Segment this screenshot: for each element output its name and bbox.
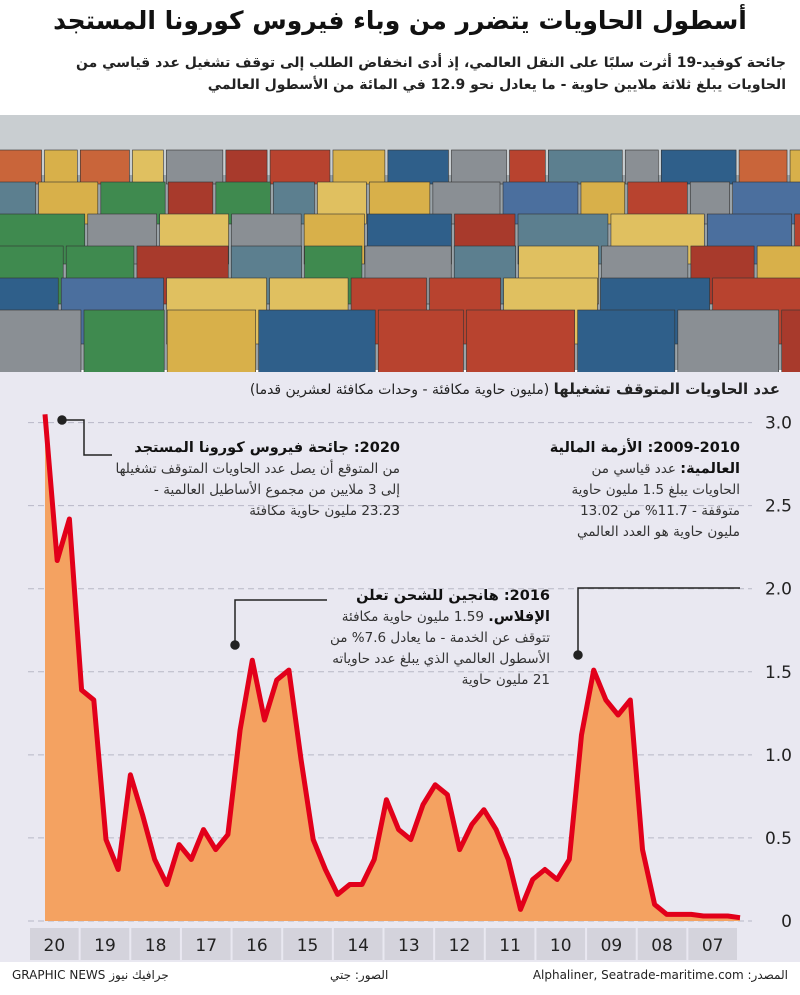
photo-container <box>83 309 165 385</box>
year-band <box>232 928 282 960</box>
y-tick-label: 1.5 <box>765 663 792 683</box>
x-tick-label: 20 <box>44 936 66 956</box>
leader-line <box>234 599 327 645</box>
year-band <box>30 928 79 960</box>
photo-container <box>677 309 780 385</box>
leader-line <box>62 419 112 456</box>
chart-title: عدد الحاويات المتوقف تشغيلها <box>553 380 780 398</box>
x-tick-label: 08 <box>651 936 673 956</box>
x-tick-label: 17 <box>195 936 217 956</box>
leader-line <box>577 587 740 655</box>
x-tick-label: 13 <box>398 936 420 956</box>
annotation-text: 1.59 مليون حاوية مكافئة تتوقف عن الخدمة … <box>330 609 550 688</box>
annotation: 2016: هانجين للشحن تعلن الإفلاس. 1.59 مل… <box>330 586 550 691</box>
photo-container <box>548 149 623 185</box>
annotation-text: عدد قياسي من الحاويات يبلغ 1.5 مليون حاو… <box>571 461 740 540</box>
annotation-text: من المتوقع أن يصل عدد الحاويات المتوقف ت… <box>115 461 400 519</box>
chart-subtitle: (مليون حاوية مكافئة - وحدات مكافئة لعشري… <box>249 382 550 398</box>
title: أسطول الحاويات يتضرر من وباء فيروس كورون… <box>53 6 747 35</box>
annotation: 2020: جائحة فيروس كورونا المستجد من المتو… <box>115 438 400 522</box>
photo-container <box>789 149 800 185</box>
photo-container <box>451 149 507 185</box>
year-band <box>333 928 383 960</box>
photo-container <box>0 309 82 385</box>
x-tick-label: 19 <box>94 936 116 956</box>
x-tick-label: 16 <box>246 936 268 956</box>
x-tick-label: 11 <box>499 936 521 956</box>
photo-container <box>466 309 575 385</box>
photo-container <box>44 149 78 185</box>
annotation-heading: 2016: هانجين للشحن تعلن الإفلاس. <box>356 588 550 625</box>
photo-container <box>660 149 737 185</box>
x-tick-label: 18 <box>145 936 167 956</box>
leader-dot <box>57 415 67 425</box>
photo-container <box>332 149 386 185</box>
x-tick-label: 15 <box>297 936 319 956</box>
photo-container <box>269 149 331 185</box>
photo-container <box>387 149 449 185</box>
photo-container <box>166 309 256 385</box>
photo-credit: الصور: جتي <box>330 968 389 982</box>
year-band <box>181 928 231 960</box>
line <box>42 414 741 921</box>
photo-container <box>738 149 788 185</box>
year-band <box>80 928 130 960</box>
photo-container <box>79 149 130 185</box>
photo-container <box>132 149 164 185</box>
leader-dot <box>230 640 240 650</box>
y-tick-label: 1.0 <box>765 746 792 766</box>
subtitle: جائحة كوفيد-19 أثرت سلبًا على النقل العا… <box>76 55 786 93</box>
photo-container <box>781 309 800 385</box>
photo-container <box>794 213 800 265</box>
source: المصدر: Alphaliner, Seatrade-maritime.co… <box>532 968 788 982</box>
annotation-heading: 2009-2010: الأزمة المالية العالمية: <box>549 440 740 477</box>
y-tick-label: 2.0 <box>765 580 792 600</box>
photo-container <box>225 149 268 185</box>
chart-heading: عدد الحاويات المتوقف تشغيلها (مليون حاوي… <box>10 380 780 398</box>
leader-dot <box>573 650 583 660</box>
y-tick-label: 3.0 <box>765 414 792 434</box>
year-band <box>435 928 484 960</box>
photo-container <box>624 149 659 185</box>
y-tick-label: 0.5 <box>765 829 792 849</box>
year-band <box>587 928 636 960</box>
year-band <box>485 928 535 960</box>
photo-container <box>0 149 42 185</box>
annotation-heading: 2020: جائحة فيروس كورونا المستجد <box>134 440 400 456</box>
year-band <box>131 928 180 960</box>
photo-container <box>166 149 224 185</box>
y-tick-label: 2.5 <box>765 497 792 517</box>
photo-container <box>577 309 676 385</box>
x-tick-label: 10 <box>550 936 572 956</box>
year-band <box>384 928 434 960</box>
year-band <box>536 928 586 960</box>
brand: GRAPHIC NEWS جرافيك نيوز <box>12 968 169 982</box>
photo-container <box>258 309 376 385</box>
x-tick-label: 14 <box>347 936 369 956</box>
year-band <box>688 928 737 960</box>
year-band <box>637 928 687 960</box>
y-tick-label: 0 <box>781 912 792 932</box>
x-tick-label: 09 <box>601 936 623 956</box>
photo-container <box>509 149 546 185</box>
year-band <box>283 928 332 960</box>
annotation: 2009-2010: الأزمة المالية العالمية: عدد … <box>545 438 740 543</box>
x-tick-label: 07 <box>702 936 724 956</box>
x-tick-label: 12 <box>449 936 471 956</box>
